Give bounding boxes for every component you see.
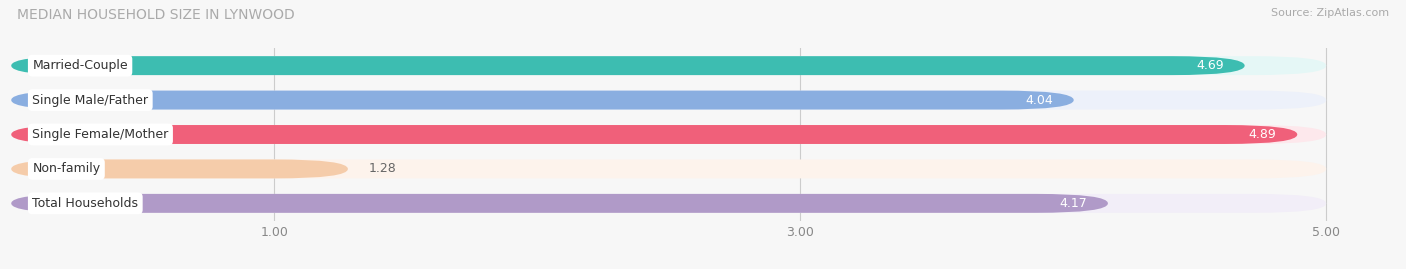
FancyBboxPatch shape	[11, 160, 1326, 178]
Text: 4.17: 4.17	[1059, 197, 1087, 210]
Text: 1.28: 1.28	[368, 162, 396, 175]
Text: Single Male/Father: Single Male/Father	[32, 94, 148, 107]
FancyBboxPatch shape	[11, 194, 1326, 213]
Text: Non-family: Non-family	[32, 162, 100, 175]
FancyBboxPatch shape	[11, 160, 347, 178]
FancyBboxPatch shape	[11, 56, 1244, 75]
FancyBboxPatch shape	[11, 91, 1326, 109]
FancyBboxPatch shape	[11, 125, 1298, 144]
Text: 4.04: 4.04	[1025, 94, 1053, 107]
Text: 4.69: 4.69	[1197, 59, 1223, 72]
Text: Married-Couple: Married-Couple	[32, 59, 128, 72]
Text: Source: ZipAtlas.com: Source: ZipAtlas.com	[1271, 8, 1389, 18]
Text: MEDIAN HOUSEHOLD SIZE IN LYNWOOD: MEDIAN HOUSEHOLD SIZE IN LYNWOOD	[17, 8, 295, 22]
FancyBboxPatch shape	[11, 194, 1108, 213]
Text: Total Households: Total Households	[32, 197, 138, 210]
FancyBboxPatch shape	[11, 56, 1326, 75]
Text: 4.89: 4.89	[1249, 128, 1277, 141]
FancyBboxPatch shape	[11, 91, 1074, 109]
Text: Single Female/Mother: Single Female/Mother	[32, 128, 169, 141]
FancyBboxPatch shape	[11, 125, 1326, 144]
